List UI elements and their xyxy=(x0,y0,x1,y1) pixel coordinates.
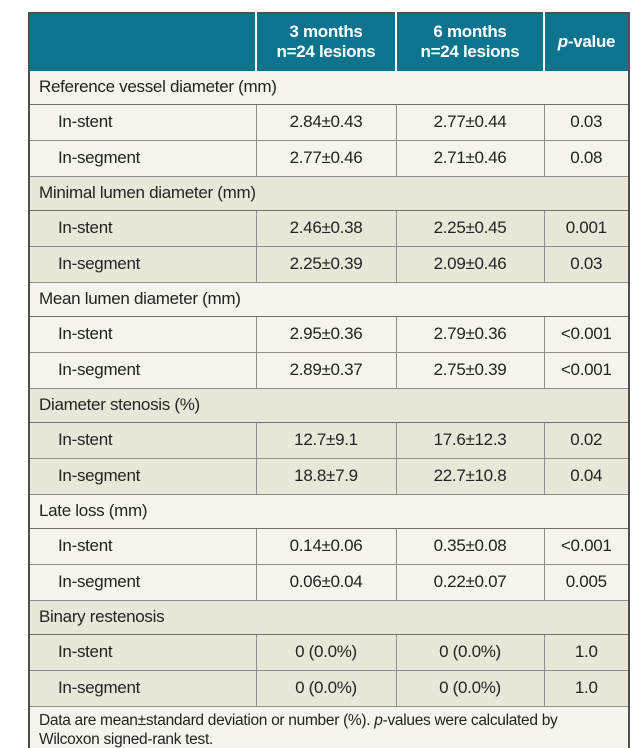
row-label: In-segment xyxy=(28,563,257,601)
table-row: In-stent 12.7±9.1 17.6±12.3 0.02 xyxy=(28,421,630,459)
value-6-months: 2.25±0.45 xyxy=(395,209,545,247)
row-label: In-segment xyxy=(28,139,257,177)
value-6-months: 0 (0.0%) xyxy=(395,633,545,671)
section-title-row: Late loss (mm) xyxy=(29,493,629,529)
section-title-row: Binary restenosis xyxy=(29,599,629,635)
value-6-months: 2.75±0.39 xyxy=(395,351,545,389)
header-3-months: 3 months n=24 lesions xyxy=(255,12,397,71)
table-row: In-stent 2.95±0.36 2.79±0.36 <0.001 xyxy=(28,315,630,353)
value-6-months: 2.77±0.44 xyxy=(395,103,545,141)
header-3-months-line2: n=24 lesions xyxy=(276,41,376,61)
row-label: In-stent xyxy=(28,633,257,671)
value-3-months: 0 (0.0%) xyxy=(255,633,397,671)
value-6-months: 22.7±10.8 xyxy=(395,457,545,495)
value-p: 1.0 xyxy=(543,669,630,707)
table-row: In-stent 2.46±0.38 2.25±0.45 0.001 xyxy=(28,209,630,247)
value-3-months: 2.95±0.36 xyxy=(255,315,397,353)
table-row: In-stent 0 (0.0%) 0 (0.0%) 1.0 xyxy=(28,633,630,671)
value-p: 1.0 xyxy=(543,633,630,671)
header-p-rest: -value xyxy=(567,31,616,51)
value-p: 0.03 xyxy=(543,245,630,283)
section-title: Diameter stenosis (%) xyxy=(29,387,629,423)
value-3-months: 0 (0.0%) xyxy=(255,669,397,707)
table-row: In-stent 2.84±0.43 2.77±0.44 0.03 xyxy=(28,103,630,141)
value-3-months: 12.7±9.1 xyxy=(255,421,397,459)
row-label: In-stent xyxy=(28,315,257,353)
footnote-p-italic: p xyxy=(374,711,383,729)
row-label: In-segment xyxy=(28,457,257,495)
section-title-row: Reference vessel diameter (mm) xyxy=(29,69,629,105)
table-header-row: 3 months n=24 lesions 6 months n=24 lesi… xyxy=(28,12,630,71)
row-label: In-stent xyxy=(28,527,257,565)
row-label: In-segment xyxy=(28,351,257,389)
header-p-italic: p xyxy=(557,31,568,51)
section-title: Minimal lumen diameter (mm) xyxy=(29,175,629,211)
value-6-months: 0 (0.0%) xyxy=(395,669,545,707)
table-row: In-segment 0.06±0.04 0.22±0.07 0.005 xyxy=(28,563,630,601)
section-title: Mean lumen diameter (mm) xyxy=(29,281,629,317)
value-3-months: 2.84±0.43 xyxy=(255,103,397,141)
row-label: In-stent xyxy=(28,421,257,459)
section-title: Late loss (mm) xyxy=(29,493,629,529)
value-3-months: 18.8±7.9 xyxy=(255,457,397,495)
value-p: <0.001 xyxy=(543,351,630,389)
value-6-months: 2.71±0.46 xyxy=(395,139,545,177)
value-p: 0.08 xyxy=(543,139,630,177)
footnote-text-before: Data are mean±standard deviation or numb… xyxy=(39,711,375,729)
value-3-months: 0.06±0.04 xyxy=(255,563,397,601)
value-6-months: 2.09±0.46 xyxy=(395,245,545,283)
header-6-months-line2: n=24 lesions xyxy=(420,41,520,61)
row-label: In-segment xyxy=(28,669,257,707)
row-label: In-stent xyxy=(28,209,257,247)
value-p: 0.005 xyxy=(543,563,630,601)
table-row: In-segment 2.89±0.37 2.75±0.39 <0.001 xyxy=(28,351,630,389)
header-empty-cell xyxy=(28,12,257,71)
header-6-months: 6 months n=24 lesions xyxy=(395,12,545,71)
value-3-months: 2.77±0.46 xyxy=(255,139,397,177)
section-title-row: Mean lumen diameter (mm) xyxy=(29,281,629,317)
table-row: In-stent 0.14±0.06 0.35±0.08 <0.001 xyxy=(28,527,630,565)
value-p: 0.001 xyxy=(543,209,630,247)
section-title-row: Minimal lumen diameter (mm) xyxy=(29,175,629,211)
table-footnote: Data are mean±standard deviation or numb… xyxy=(29,705,629,748)
row-label: In-segment xyxy=(28,245,257,283)
header-p-value: p-value xyxy=(543,12,630,71)
value-3-months: 2.46±0.38 xyxy=(255,209,397,247)
value-6-months: 0.35±0.08 xyxy=(395,527,545,565)
table-body: Reference vessel diameter (mm) In-stent … xyxy=(28,69,630,748)
qca-results-table: 3 months n=24 lesions 6 months n=24 lesi… xyxy=(28,12,630,748)
header-6-months-line1: 6 months xyxy=(433,21,507,41)
value-6-months: 2.79±0.36 xyxy=(395,315,545,353)
value-6-months: 17.6±12.3 xyxy=(395,421,545,459)
table-row: In-segment 18.8±7.9 22.7±10.8 0.04 xyxy=(28,457,630,495)
value-p: 0.03 xyxy=(543,103,630,141)
section-title: Binary restenosis xyxy=(29,599,629,635)
section-title: Reference vessel diameter (mm) xyxy=(29,69,629,105)
value-p: <0.001 xyxy=(543,527,630,565)
value-p: <0.001 xyxy=(543,315,630,353)
value-3-months: 0.14±0.06 xyxy=(255,527,397,565)
table-row: In-segment 2.77±0.46 2.71±0.46 0.08 xyxy=(28,139,630,177)
value-3-months: 2.25±0.39 xyxy=(255,245,397,283)
header-3-months-line1: 3 months xyxy=(289,21,363,41)
value-p: 0.02 xyxy=(543,421,630,459)
table-header: 3 months n=24 lesions 6 months n=24 lesi… xyxy=(28,12,630,71)
value-3-months: 2.89±0.37 xyxy=(255,351,397,389)
value-p: 0.04 xyxy=(543,457,630,495)
section-title-row: Diameter stenosis (%) xyxy=(29,387,629,423)
table-row: In-segment 2.25±0.39 2.09±0.46 0.03 xyxy=(28,245,630,283)
footnote-text-after: -values were calculated by Wilcoxon sign… xyxy=(39,711,558,748)
value-6-months: 0.22±0.07 xyxy=(395,563,545,601)
footnote-row: Data are mean±standard deviation or numb… xyxy=(29,705,629,748)
table-row: In-segment 0 (0.0%) 0 (0.0%) 1.0 xyxy=(28,669,630,707)
row-label: In-stent xyxy=(28,103,257,141)
